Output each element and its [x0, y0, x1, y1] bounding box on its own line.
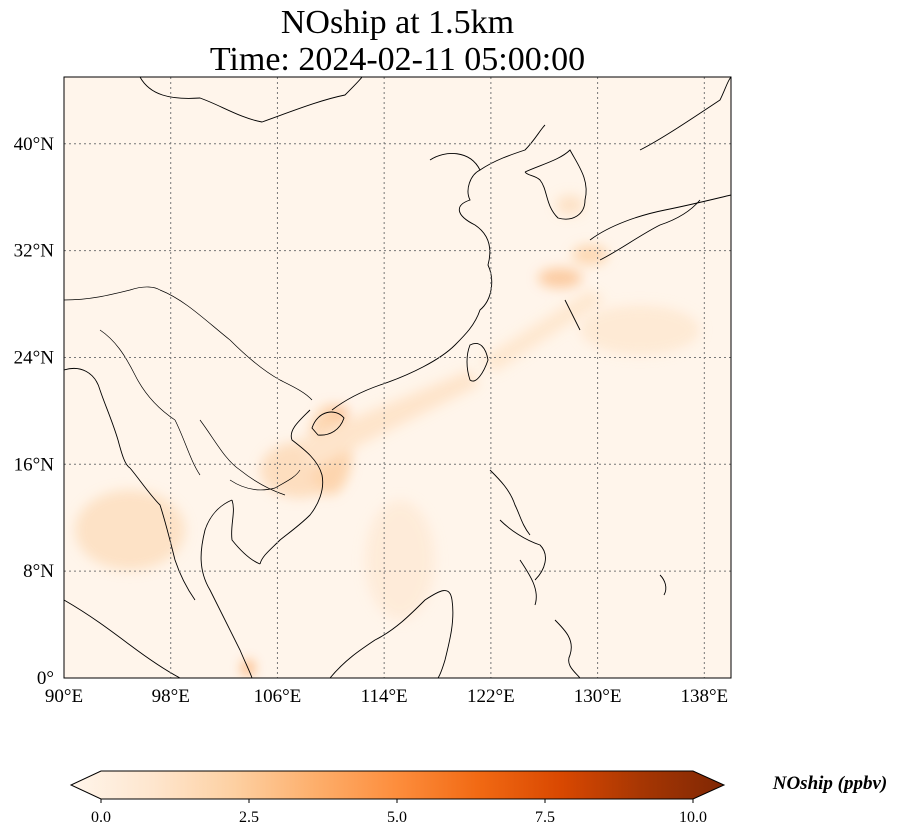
lon-tick-label: 130°E — [574, 686, 622, 707]
coastlines — [64, 77, 731, 678]
lon-tick-label: 106°E — [254, 686, 302, 707]
lon-tick-label: 138°E — [680, 686, 728, 707]
latitude-tick-labels: 0° 8°N 16°N 24°N 32°N 40°N — [14, 134, 55, 689]
map-gridlines — [64, 77, 731, 678]
colorbar-tick-label: 7.5 — [535, 809, 555, 826]
colorbar-tick-label: 2.5 — [239, 809, 259, 826]
colorbar-tick-label: 5.0 — [387, 809, 407, 826]
lon-tick-label: 98°E — [152, 686, 190, 707]
map-title-line1: NOship at 1.5km — [280, 4, 515, 41]
lat-tick-label: 40°N — [14, 134, 55, 155]
lat-tick-label: 0° — [37, 668, 54, 689]
lon-tick-label: 90°E — [45, 686, 83, 707]
lat-tick-label: 8°N — [23, 561, 54, 582]
map-frame — [63, 76, 732, 679]
lat-tick-label: 32°N — [14, 241, 55, 262]
colorbar-title: NOship (ppbv) — [772, 773, 888, 794]
colorbar: 0.0 2.5 5.0 7.5 10.0 NOship (ppbv) — [69, 770, 888, 826]
lon-tick-label: 114°E — [361, 686, 408, 707]
lat-tick-label: 16°N — [14, 454, 55, 475]
lat-tick-label: 24°N — [14, 347, 55, 368]
colorbar-tick-label: 0.0 — [91, 809, 111, 826]
lon-tick-label: 122°E — [467, 686, 515, 707]
map-title-line2: Time: 2024-02-11 05:00:00 — [209, 41, 586, 78]
colorbar-bar — [69, 770, 726, 800]
colorbar-tick-label: 10.0 — [679, 809, 707, 826]
map-panel — [63, 76, 732, 679]
colorbar-ticks: 0.0 2.5 5.0 7.5 10.0 — [91, 799, 707, 826]
longitude-tick-labels: 90°E 98°E 106°E 114°E 122°E 130°E 138°E — [45, 686, 728, 707]
